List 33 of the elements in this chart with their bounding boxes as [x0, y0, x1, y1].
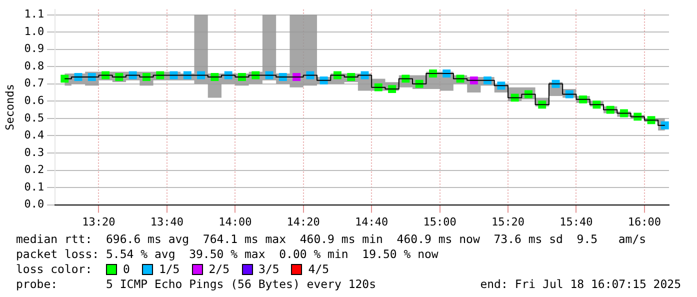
legend-label: 4/5	[308, 262, 330, 277]
y-tick-label: 0.4	[24, 128, 44, 142]
x-tick-label: 16:00	[628, 215, 662, 228]
x-tick-label: 14:40	[355, 215, 388, 228]
legend-label: 0	[123, 262, 130, 277]
legend-title: loss color:	[16, 262, 94, 277]
y-tick-label: 0.3	[24, 146, 44, 159]
legend-label: 1/5	[158, 262, 180, 277]
text: packet loss: 5.54 % avg 39.50 % max 0.00 % min 19.50 % now	[16, 247, 440, 262]
y-tick-label: 0.7	[24, 76, 44, 90]
x-tick-label: 13:20	[82, 215, 116, 228]
y-tick-label: 0.8	[24, 59, 44, 72]
y-tick-label: 0.5	[24, 111, 44, 124]
x-tick-label: 15:40	[560, 215, 593, 228]
x-tick-label: 15:20	[491, 215, 525, 228]
y-tick-label: 1.0	[24, 24, 44, 38]
x-tick-label: 14:20	[286, 215, 320, 228]
y-tick-label: 0.1	[24, 180, 44, 194]
x-tick-label: 13:40	[150, 215, 184, 228]
y-tick-label: 1.1	[24, 8, 44, 21]
x-tick-label: 14:00	[218, 215, 252, 228]
y-tick-label: 0.9	[24, 42, 44, 56]
legend-label: 3/5	[258, 262, 280, 277]
y-tick-label: 0.2	[24, 163, 44, 176]
x-tick-label: 15:00	[423, 215, 456, 228]
legend-label: 2/5	[208, 262, 230, 277]
y-axis-title: Seconds	[3, 84, 16, 130]
y-tick-label: 0.6	[24, 94, 44, 108]
y-tick-label: 0.0	[24, 198, 44, 211]
text: end: Fri Jul 18 16:07:15 2025	[480, 277, 681, 292]
text: probe: 5 ICMP Echo Pings (56 Bytes) every 120s	[16, 277, 376, 292]
text: median rtt: 696.6 ms avg 764.1 ms max 460.9 ms min 460.9 ms now 73.6 ms sd 9.5 am/s	[16, 232, 648, 247]
point	[60, 74, 69, 83]
